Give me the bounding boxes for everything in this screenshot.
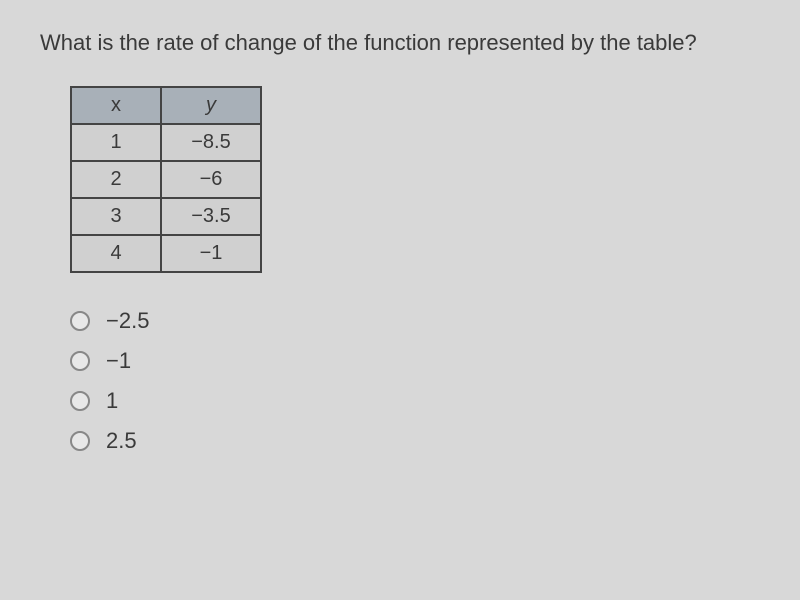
cell-y: −6 bbox=[161, 161, 261, 198]
option-label: 2.5 bbox=[106, 428, 137, 454]
cell-x: 1 bbox=[71, 124, 161, 161]
cell-y: −8.5 bbox=[161, 124, 261, 161]
option-b[interactable]: −1 bbox=[70, 348, 760, 374]
table-row: 4 −1 bbox=[71, 235, 261, 272]
answer-options: −2.5 −1 1 2.5 bbox=[70, 308, 760, 454]
option-label: −1 bbox=[106, 348, 131, 374]
option-d[interactable]: 2.5 bbox=[70, 428, 760, 454]
header-y: y bbox=[161, 87, 261, 124]
table-row: 2 −6 bbox=[71, 161, 261, 198]
quiz-panel: What is the rate of change of the functi… bbox=[0, 0, 800, 498]
radio-icon[interactable] bbox=[70, 311, 90, 331]
cell-y: −1 bbox=[161, 235, 261, 272]
header-x: x bbox=[71, 87, 161, 124]
table-row: 3 −3.5 bbox=[71, 198, 261, 235]
radio-icon[interactable] bbox=[70, 391, 90, 411]
option-label: 1 bbox=[106, 388, 118, 414]
cell-y: −3.5 bbox=[161, 198, 261, 235]
table-header-row: x y bbox=[71, 87, 261, 124]
radio-icon[interactable] bbox=[70, 351, 90, 371]
function-table: x y 1 −8.5 2 −6 3 −3.5 4 −1 bbox=[70, 86, 262, 273]
option-label: −2.5 bbox=[106, 308, 149, 334]
option-c[interactable]: 1 bbox=[70, 388, 760, 414]
question-text: What is the rate of change of the functi… bbox=[40, 30, 760, 56]
cell-x: 2 bbox=[71, 161, 161, 198]
radio-icon[interactable] bbox=[70, 431, 90, 451]
option-a[interactable]: −2.5 bbox=[70, 308, 760, 334]
cell-x: 3 bbox=[71, 198, 161, 235]
table-row: 1 −8.5 bbox=[71, 124, 261, 161]
cell-x: 4 bbox=[71, 235, 161, 272]
